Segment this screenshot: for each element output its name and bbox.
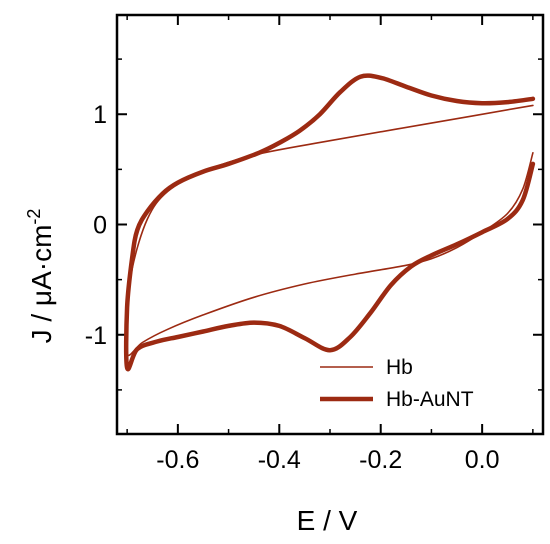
y-tick-label: 1: [93, 101, 107, 129]
x-tick-label: -0.2: [359, 446, 402, 474]
y-tick-label: -1: [85, 322, 107, 350]
legend-label-hb-aunt: Hb-AuNT: [386, 388, 474, 411]
y-axis-title-main: J / μA·cm: [26, 225, 57, 344]
y-axis-ticks: [117, 58, 543, 391]
plot-frame: [115, 13, 545, 436]
x-tick-label: -0.4: [258, 446, 301, 474]
series-line-hb-aunt: [123, 73, 536, 372]
y-axis-title-superscript: -2: [24, 209, 44, 225]
x-tick-label: -0.6: [156, 446, 199, 474]
y-tick-label: 0: [93, 212, 107, 240]
x-tick-labels: -0.6 -0.4 -0.2 0.0: [156, 446, 499, 474]
x-axis-title: E / V: [297, 505, 358, 536]
y-axis-title-group: J / μA·cm-2: [24, 209, 57, 344]
y-tick-labels: -1 0 1: [85, 101, 107, 350]
series-layer: [123, 73, 536, 372]
x-tick-label: 0.0: [465, 446, 500, 474]
y-axis-title: J / μA·cm-2: [24, 209, 57, 344]
legend-label-hb: Hb: [386, 356, 413, 379]
series-line-hb: [124, 104, 534, 357]
x-axis-ticks: [126, 15, 534, 434]
legend: Hb Hb-AuNT: [320, 356, 474, 411]
